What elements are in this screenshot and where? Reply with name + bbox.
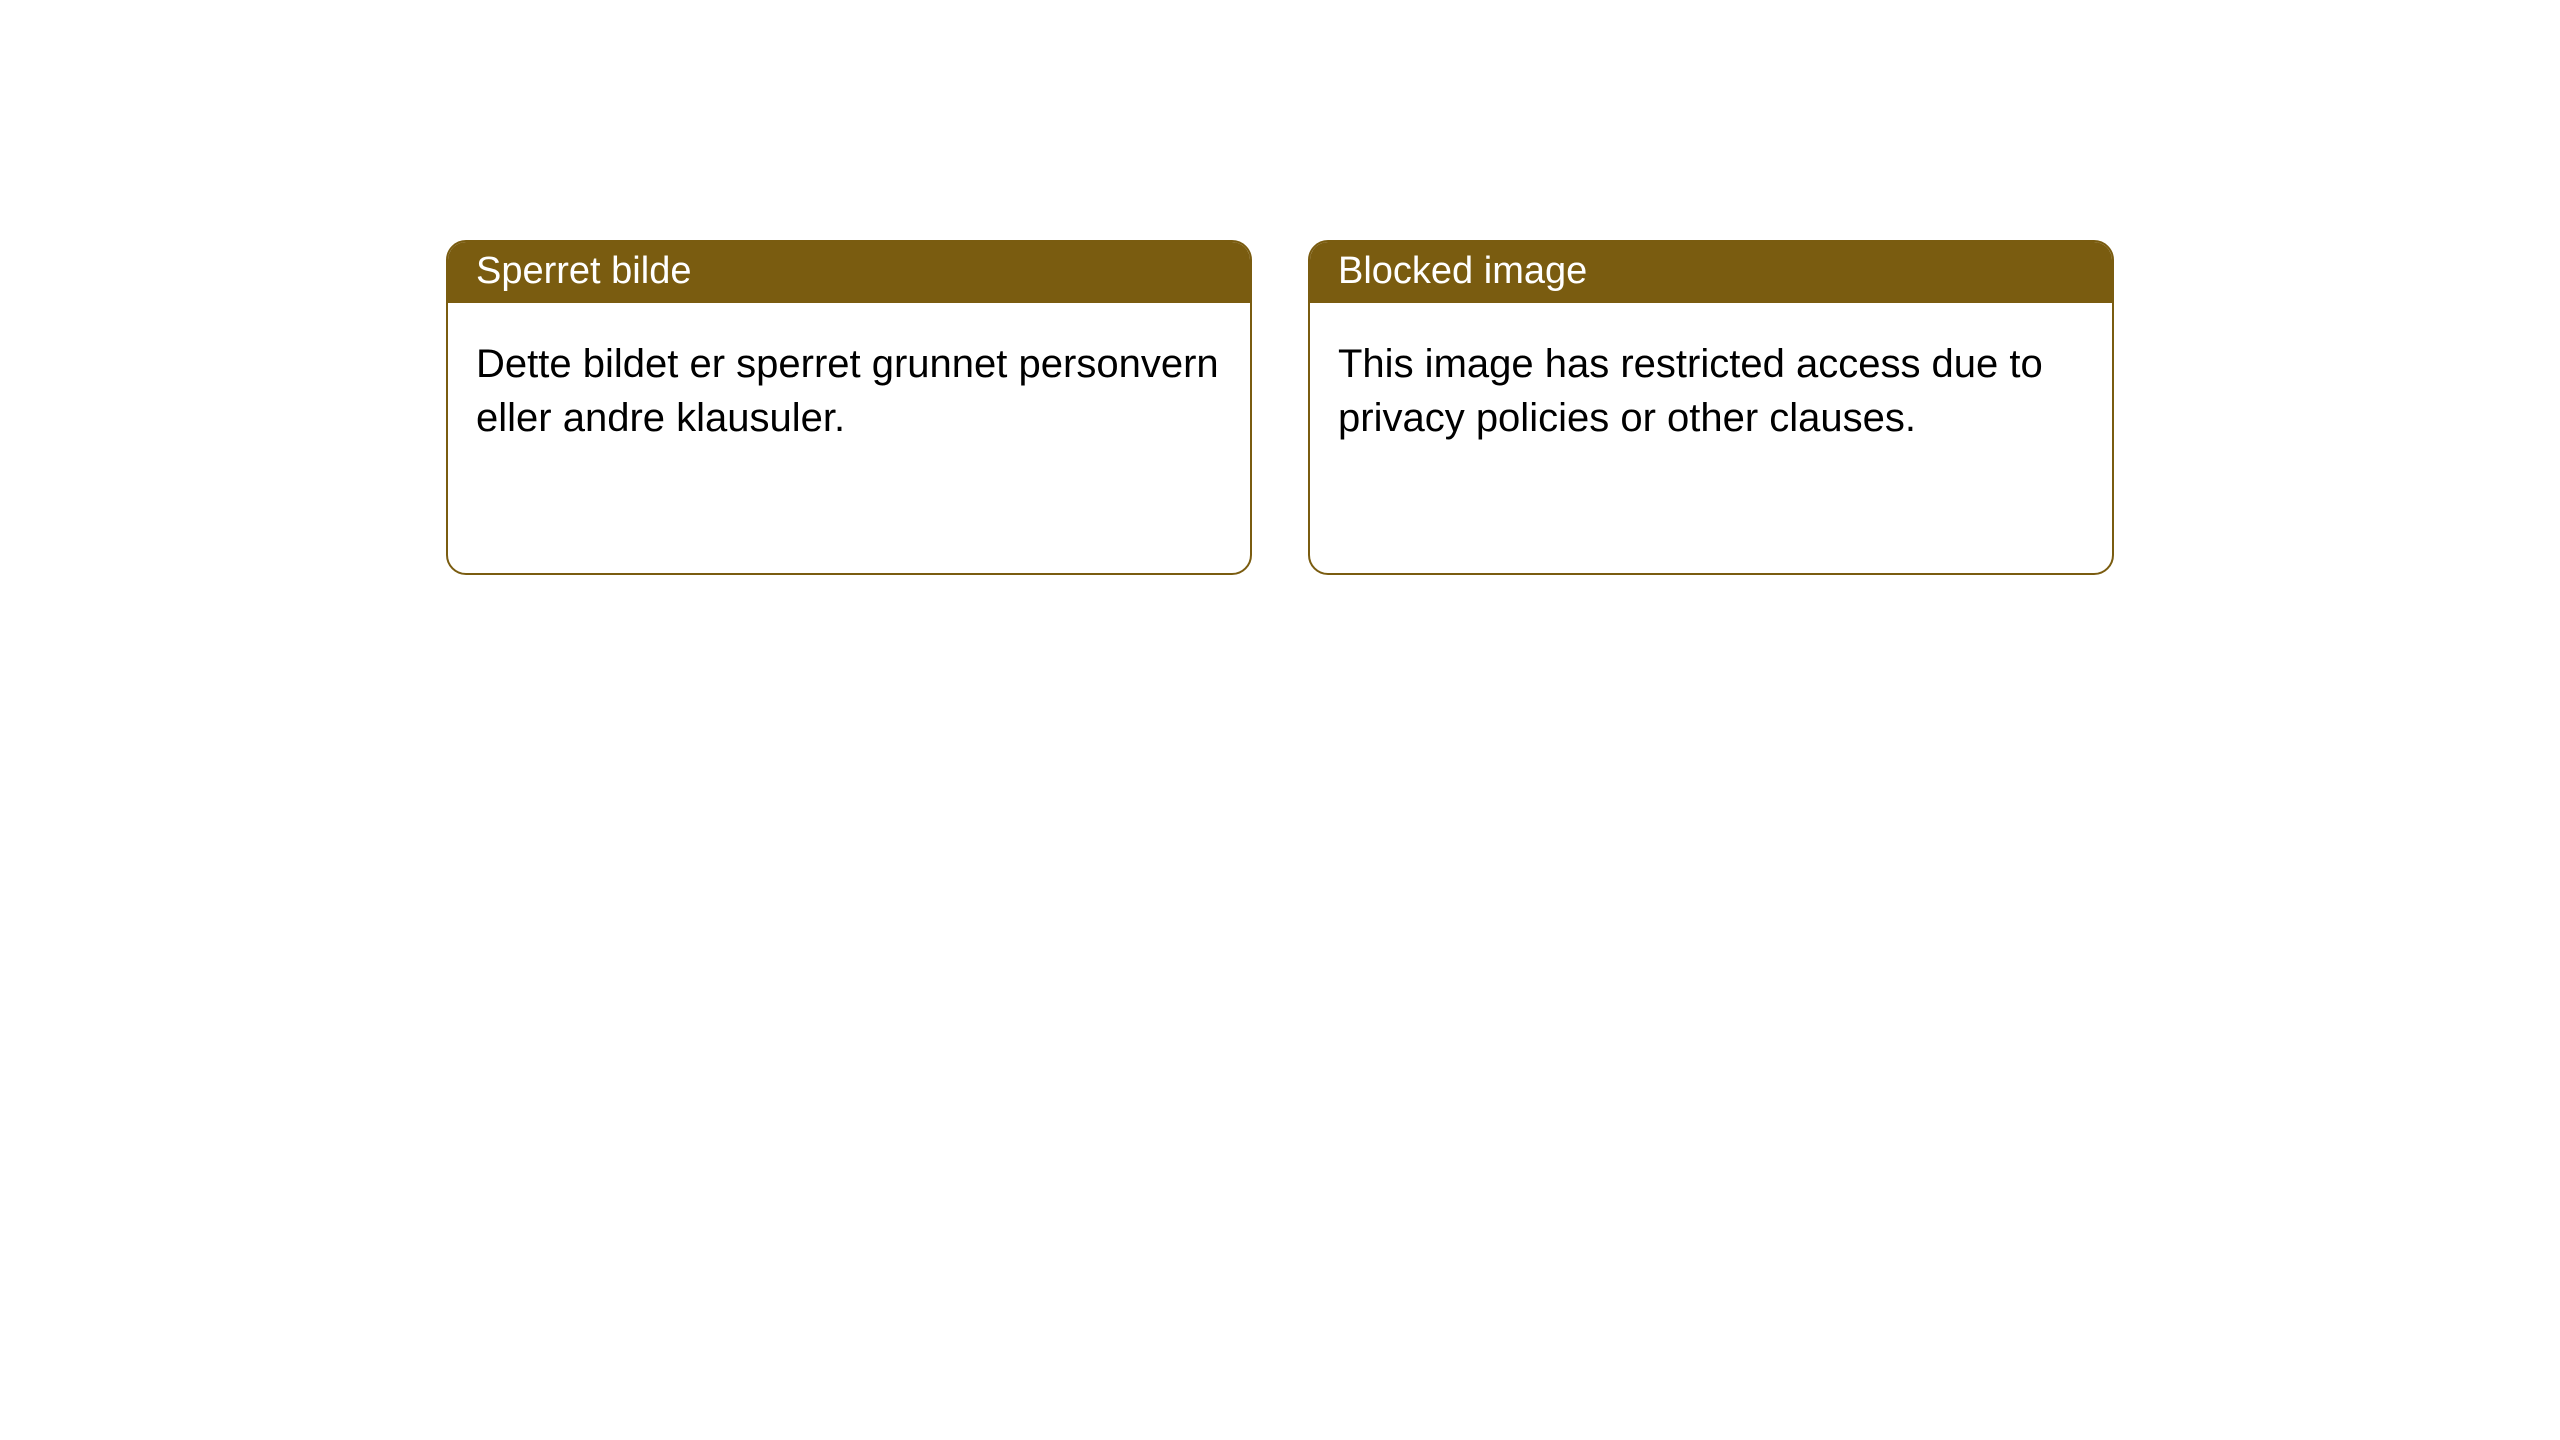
- notice-body-no: Dette bildet er sperret grunnet personve…: [448, 303, 1250, 573]
- notice-body-en: This image has restricted access due to …: [1310, 303, 2112, 573]
- notice-card-en: Blocked image This image has restricted …: [1308, 240, 2114, 575]
- notice-header-en: Blocked image: [1310, 242, 2112, 303]
- notice-card-no: Sperret bilde Dette bildet er sperret gr…: [446, 240, 1252, 575]
- notice-cards-container: Sperret bilde Dette bildet er sperret gr…: [446, 240, 2114, 575]
- notice-header-no: Sperret bilde: [448, 242, 1250, 303]
